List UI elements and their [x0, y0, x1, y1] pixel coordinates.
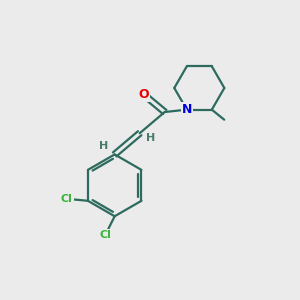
- Text: N: N: [182, 103, 192, 116]
- Text: O: O: [138, 88, 149, 101]
- Text: Cl: Cl: [99, 230, 111, 239]
- Text: Cl: Cl: [61, 194, 73, 204]
- Text: H: H: [146, 133, 155, 142]
- Text: H: H: [99, 141, 108, 151]
- Text: N: N: [182, 103, 192, 116]
